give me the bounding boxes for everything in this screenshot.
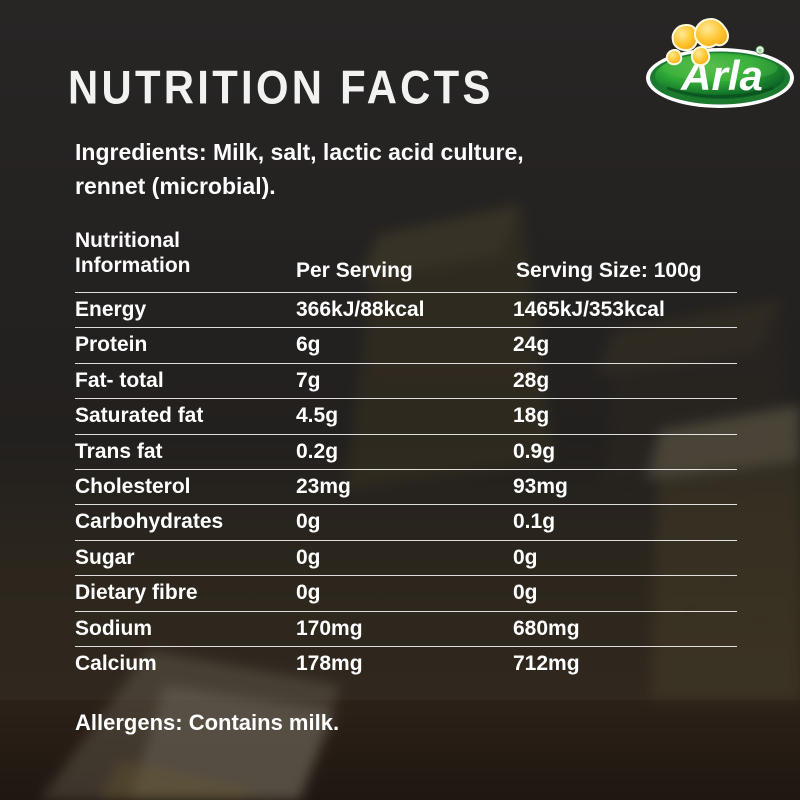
svg-text:®: ® bbox=[758, 48, 762, 55]
